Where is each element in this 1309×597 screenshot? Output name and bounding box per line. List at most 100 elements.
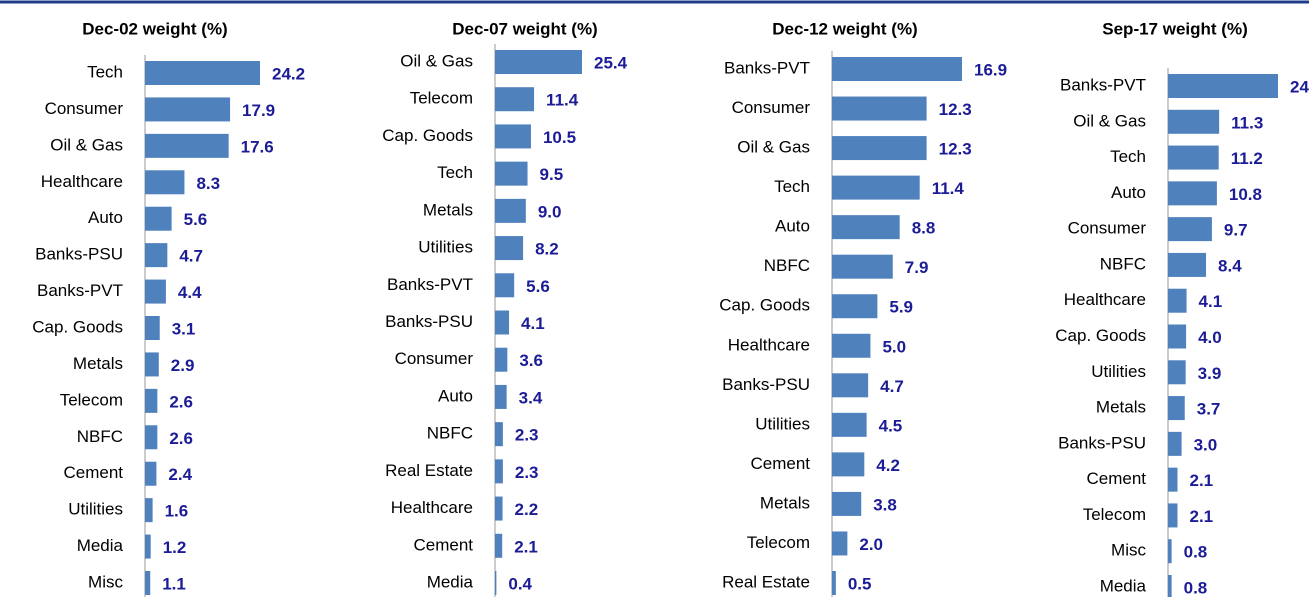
value-label: 11.4: [546, 91, 579, 110]
bar: [832, 412, 867, 437]
value-label: 2.4: [168, 465, 192, 484]
category-label: Banks-PVT: [1060, 75, 1146, 94]
category-label: Oil & Gas: [50, 135, 123, 154]
bar: [1168, 324, 1187, 349]
bar: [495, 384, 507, 409]
value-label: 10.5: [543, 128, 576, 147]
bar: [495, 533, 503, 558]
bar: [145, 206, 172, 231]
category-label: Cement: [750, 454, 810, 473]
value-label: 4.0: [1198, 328, 1222, 347]
value-label: 0.5: [848, 574, 872, 593]
value-label: 11.3: [1231, 113, 1263, 132]
value-label: 2.1: [1190, 471, 1214, 490]
category-label: NBFC: [764, 256, 810, 275]
bar: [1168, 109, 1220, 134]
value-label: 1.2: [163, 538, 187, 557]
bar: [495, 310, 510, 335]
value-label: 11.2: [1231, 149, 1263, 168]
category-label: Oil & Gas: [1073, 111, 1146, 130]
category-label: Utilities: [68, 500, 123, 519]
bar: [1168, 467, 1178, 492]
value-label: 17.6: [241, 137, 274, 156]
category-label: Auto: [438, 386, 473, 405]
bar: [832, 373, 869, 398]
bar: [495, 459, 503, 484]
bar: [495, 87, 535, 112]
category-label: Cement: [413, 535, 473, 554]
category-label: Metals: [423, 200, 473, 219]
value-label: 24.3: [1290, 77, 1309, 96]
value-label: 7.9: [905, 258, 929, 277]
bar: [145, 279, 166, 304]
chart-title: Dec-12 weight (%): [772, 19, 917, 38]
value-label: 1.6: [165, 502, 189, 521]
value-label: 2.6: [169, 429, 193, 448]
value-label: 25.4: [594, 53, 628, 72]
category-label: Tech: [87, 62, 123, 81]
bar: [495, 496, 503, 521]
category-label: Tech: [437, 163, 473, 182]
chart-title: Sep-17 weight (%): [1102, 19, 1247, 38]
value-label: 5.6: [526, 277, 550, 296]
bar: [495, 273, 515, 298]
value-label: 3.9: [1198, 364, 1222, 383]
category-label: Cap. Goods: [32, 317, 123, 336]
category-label: Banks-PSU: [385, 312, 473, 331]
category-label: Banks-PVT: [724, 58, 810, 77]
category-label: Cement: [63, 463, 123, 482]
value-label: 9.7: [1224, 221, 1248, 240]
bar: [832, 531, 848, 556]
bar: [145, 425, 158, 450]
value-label: 2.3: [515, 463, 539, 482]
category-label: Metals: [760, 493, 810, 512]
bar: [1168, 252, 1207, 277]
bar: [832, 136, 927, 161]
category-label: Metals: [73, 354, 123, 373]
category-label: Real Estate: [722, 572, 810, 591]
bar: [832, 294, 878, 319]
category-label: Cement: [1086, 469, 1146, 488]
bar: [495, 347, 508, 372]
value-label: 4.5: [879, 416, 903, 435]
bar: [1168, 181, 1217, 206]
bar: [832, 333, 871, 358]
category-label: Auto: [88, 208, 123, 227]
category-label: Telecom: [410, 89, 473, 108]
category-label: Misc: [1111, 541, 1146, 560]
bar: [1168, 503, 1178, 528]
value-label: 2.1: [1190, 507, 1214, 526]
category-label: Media: [1100, 576, 1147, 595]
category-label: Utilities: [1091, 362, 1146, 381]
value-label: 5.9: [889, 298, 913, 317]
bar: [495, 422, 503, 447]
value-label: 2.6: [169, 392, 193, 411]
category-label: Metals: [1096, 398, 1146, 417]
value-label: 0.4: [508, 574, 532, 593]
bar: [1168, 539, 1172, 564]
bar: [145, 133, 229, 158]
category-label: Oil & Gas: [737, 138, 810, 157]
bar: [832, 215, 900, 240]
value-label: 9.5: [540, 165, 564, 184]
category-label: Healthcare: [391, 498, 473, 517]
value-label: 0.8: [1184, 543, 1208, 562]
category-label: Media: [77, 536, 124, 555]
category-label: Consumer: [395, 349, 474, 368]
value-label: 11.4: [932, 179, 965, 198]
bar: [1168, 431, 1182, 456]
bar: [145, 461, 157, 486]
category-label: Telecom: [60, 390, 123, 409]
category-label: Healthcare: [1064, 290, 1146, 309]
value-label: 2.2: [515, 500, 539, 519]
value-label: 8.4: [1218, 256, 1242, 275]
value-label: 17.9: [242, 101, 275, 120]
bar: [495, 161, 528, 186]
bar: [832, 452, 865, 477]
bar: [832, 57, 962, 81]
chart-title: Dec-07 weight (%): [452, 19, 597, 38]
category-label: Utilities: [418, 238, 473, 257]
bar: [145, 316, 160, 340]
category-label: Banks-PVT: [37, 281, 123, 300]
value-label: 5.0: [882, 337, 906, 356]
